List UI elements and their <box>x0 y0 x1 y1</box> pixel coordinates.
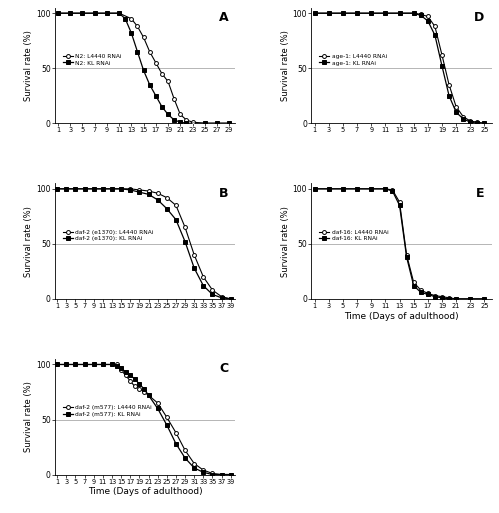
Legend: daf-2 (m577): L4440 RNAi, daf-2 (m577): KL RNAi: daf-2 (m577): L4440 RNAi, daf-2 (m577): … <box>61 404 153 418</box>
Y-axis label: Survival rate (%): Survival rate (%) <box>280 30 289 101</box>
X-axis label: Time (Days of adulthood): Time (Days of adulthood) <box>344 312 459 321</box>
Legend: N2: L4440 RNAi, N2: KL RNAi: N2: L4440 RNAi, N2: KL RNAi <box>61 53 123 67</box>
Text: A: A <box>219 11 228 24</box>
Y-axis label: Survival rate (%): Survival rate (%) <box>280 206 289 277</box>
Legend: age-1: L4440 RNAi, age-1: KL RNAi: age-1: L4440 RNAi, age-1: KL RNAi <box>318 53 388 67</box>
Legend: daf-2 (e1370): L4440 RNAi, daf-2 (e1370): KL RNAi: daf-2 (e1370): L4440 RNAi, daf-2 (e1370)… <box>61 228 155 242</box>
Text: B: B <box>219 187 228 200</box>
Y-axis label: Survival rate (%): Survival rate (%) <box>24 381 33 452</box>
Text: E: E <box>476 187 485 200</box>
Y-axis label: Survival rate (%): Survival rate (%) <box>24 30 33 101</box>
X-axis label: Time (Days of adulthood): Time (Days of adulthood) <box>88 487 203 497</box>
Legend: daf-16: L4440 RNAi, daf-16: KL RNAi: daf-16: L4440 RNAi, daf-16: KL RNAi <box>318 228 390 242</box>
Y-axis label: Survival rate (%): Survival rate (%) <box>24 206 33 277</box>
Text: C: C <box>219 363 228 376</box>
Text: D: D <box>474 11 485 24</box>
